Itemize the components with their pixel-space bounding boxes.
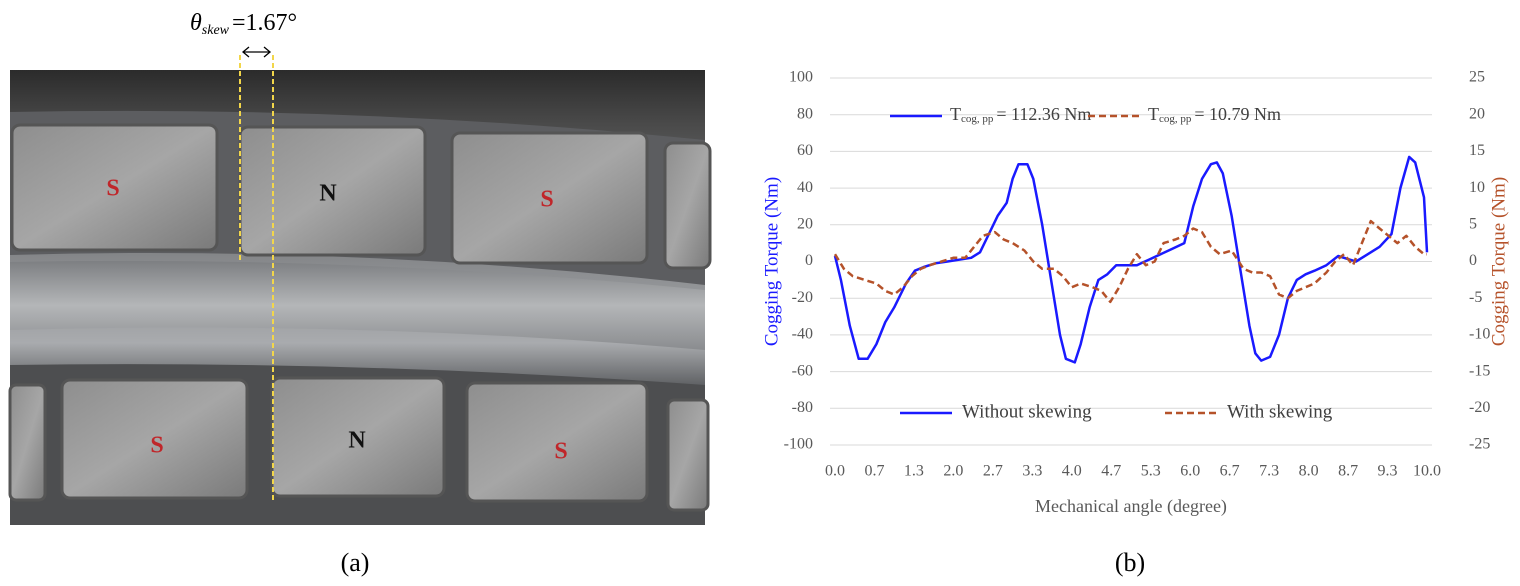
x-tick-label: 2.0 [943,463,963,480]
x-axis-title: Mechanical angle (degree) [1035,496,1227,517]
y-axis-title: Cogging Torque (Nm) [761,177,782,346]
y2-tick-label: -5 [1469,289,1482,306]
y-tick-label: 80 [797,105,813,122]
magnet [465,381,649,503]
skew-lines [239,55,274,500]
y2-tick-label: 25 [1469,69,1485,86]
y2-tick-label: 10 [1469,179,1485,196]
y2-tick-label: 0 [1469,252,1477,269]
legend-label: With skewing [1227,401,1333,422]
y2-tick-label: -20 [1469,399,1490,416]
pole-label: S [540,187,553,213]
x-tick-label: 3.3 [1022,463,1042,480]
y2-tick-label: 15 [1469,142,1485,159]
magnet [663,141,712,270]
y2-tick-label: -25 [1469,436,1490,453]
annotation-subscript: cog, pp [1159,113,1192,125]
pole-label: N [348,428,366,454]
skew-arrow [241,46,272,58]
y2-tick-label: 20 [1469,105,1485,122]
annotation: Tcog, pp = 112.36 Nm [950,104,1091,124]
chart: -100-80-60-40-20020406080100-25-20-15-10… [761,69,1509,517]
x-tick-label: 4.0 [1062,463,1082,480]
y2-tick-label: -15 [1469,362,1490,379]
x-tick-label: 2.7 [983,463,1003,480]
y-tick-label: 0 [805,252,813,269]
magnet [450,131,649,265]
pole-label: S [554,439,567,465]
y-tick-label: 40 [797,179,813,196]
x-tick-label: 6.0 [1180,463,1200,480]
photo: θskew =1.67° S N S S N S [8,10,712,525]
annotation-text: = 112.36 Nm [996,104,1091,124]
y-tick-label: 60 [797,142,813,159]
x-tick-label: 1.3 [904,463,924,480]
pole-label: S [106,176,119,202]
subscript: skew [202,23,230,38]
x-tick-label: 8.0 [1299,463,1319,480]
x-tick-label: 0.0 [825,463,845,480]
caption: (b) [1115,548,1145,577]
y-tick-label: 20 [797,215,813,232]
y-tick-label: -40 [792,326,813,343]
y2-tick-label: 5 [1469,215,1477,232]
series-line [833,219,1427,304]
magnet [10,123,219,252]
x-tick-label: 7.3 [1259,463,1279,480]
magnet [270,376,446,498]
pole-label: N [319,181,337,207]
x-tick-label: 8.7 [1338,463,1358,480]
skew-annotation: θskew =1.67° [190,10,297,39]
annotation-base: T [950,104,961,124]
magnet [8,383,47,502]
y-tick-label: 100 [789,69,813,86]
annotation: Tcog, pp = 10.79 Nm [1148,104,1281,124]
magnet [666,398,710,512]
x-tick-label: 5.3 [1141,463,1161,480]
x-tick-label: 0.7 [864,463,884,480]
y-tick-label: -60 [792,362,813,379]
sleeve [10,260,705,350]
annotation-text: = 10.79 Nm [1194,104,1281,124]
x-tick-label: 10.0 [1413,463,1441,480]
annotation-base: T [1148,104,1159,124]
x-tick-label: 4.7 [1101,463,1121,480]
annotation-subscript: cog, pp [961,113,994,125]
value: =1.67° [232,10,297,36]
pole-label: S [150,433,163,459]
y-tick-label: -20 [792,289,813,306]
x-tick-label: 6.7 [1220,463,1240,480]
x-tick-label: 9.3 [1378,463,1398,480]
y-tick-label: -100 [784,436,813,453]
symbol: θ [190,10,202,36]
y2-axis-title: Cogging Torque (Nm) [1488,177,1509,346]
legend-label: Without skewing [962,401,1092,422]
y2-tick-label: -10 [1469,326,1490,343]
caption: (a) [341,548,370,577]
y-tick-label: -80 [792,399,813,416]
magnet [60,378,249,500]
pole-labels: S N S S N S [106,176,567,465]
lower-magnets [8,376,710,512]
